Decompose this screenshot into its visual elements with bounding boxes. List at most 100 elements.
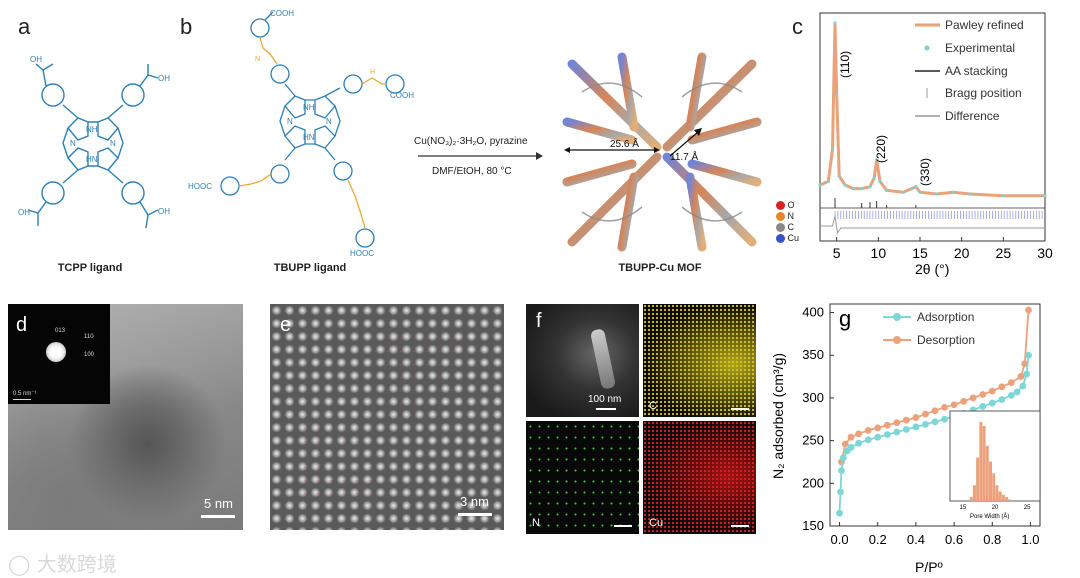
panel-letter-e: e: [280, 314, 292, 336]
peak-label-220: (220): [874, 135, 888, 163]
experimental-point: [878, 179, 882, 183]
reaction-arrow: [418, 152, 543, 160]
isotherm-point: [960, 397, 968, 405]
experimental-point: [935, 192, 939, 196]
pore-bar: [985, 445, 989, 501]
xrd-xtick: 20: [954, 245, 970, 261]
experimental-point: [851, 187, 855, 191]
isotherm-xtick: 0.8: [983, 532, 1001, 547]
legend-difference: Difference: [945, 109, 1000, 123]
isotherm-xtick: 0.2: [869, 532, 887, 547]
hrtem-scale-label: 3 nm: [460, 494, 489, 509]
atom-o: O: [776, 200, 799, 211]
tem-image: 013 110 100 0.5 nm⁻¹ d 5 nm: [8, 304, 243, 530]
peak-label-110: (110): [838, 51, 852, 78]
experimental-point: [875, 158, 879, 162]
pore-bar: [1001, 494, 1005, 501]
reaction-conditions-top: Cu(NO₃)₂·3H₂O, pyrazine: [414, 136, 528, 147]
cooh-label: COOH: [390, 91, 414, 100]
experimental-point: [968, 192, 972, 196]
hrtem-image: e 3 nm: [270, 304, 504, 530]
isotherm-point: [998, 383, 1006, 391]
isotherm-chart: 0.0 0.2 0.4 0.6 0.8 1.0 150 200 250 300 350 400 g A…: [770, 303, 1041, 575]
watermark: ◯ 大数跨境: [8, 552, 117, 576]
legend-experimental: Experimental: [945, 41, 1015, 55]
isotherm-point: [931, 407, 939, 415]
isotherm-point: [979, 403, 987, 410]
tem-scale-label: 5 nm: [204, 496, 233, 511]
isotherm-xtick: 0.6: [945, 532, 963, 547]
pore-bar: [1005, 497, 1009, 501]
experimental-point: [830, 147, 835, 151]
particle: [589, 328, 617, 390]
pore-bar: [995, 485, 999, 501]
difference-line: [820, 215, 1045, 235]
isotherm-point: [855, 439, 863, 447]
isotherm-xtick: 0.0: [831, 532, 849, 547]
pore-width-inset: 15 20 25 Pore Width (Å): [949, 410, 1041, 520]
n-label: N: [287, 117, 293, 126]
mof-structure: 25.6 Å 11.7 Å: [562, 52, 762, 252]
eds-map-n: N: [526, 421, 639, 534]
saed-inset: 013 110 100 0.5 nm⁻¹: [8, 304, 110, 404]
isotherm-ytick: 350: [802, 347, 824, 362]
pore-bar: [969, 497, 973, 501]
atom-cu: Cu: [776, 233, 799, 244]
pore-bar: [976, 457, 980, 501]
isotherm-xtick: 1.0: [1021, 532, 1039, 547]
isotherm-point: [847, 433, 855, 441]
inset-xlabel: Pore Width (Å): [970, 513, 1009, 520]
isotherm-point: [902, 426, 910, 433]
eds-label-cu: Cu: [649, 517, 664, 529]
inset-xtick: 15: [960, 505, 967, 511]
cooh-label: OH: [18, 208, 30, 217]
eds-scale-bar: [731, 408, 749, 410]
eds-map-c: C: [643, 304, 756, 417]
hooc-label: HOOC: [188, 182, 212, 191]
xrd-xlabel: 2θ (°): [915, 261, 949, 277]
saed-scale-bar: [13, 399, 31, 400]
atom-legend: O N C Cu: [776, 200, 799, 244]
nh-label: NH: [86, 125, 98, 134]
panel-letter-c: c: [792, 14, 803, 39]
urea-n-label: N: [255, 56, 260, 63]
isotherm-point: [979, 391, 987, 398]
experimental-point: [910, 187, 914, 191]
atom-n: N: [776, 211, 799, 222]
isotherm-point: [1025, 306, 1032, 314]
watermark-logo-icon: ◯: [8, 552, 31, 576]
cooh-label: OH: [158, 207, 170, 216]
isotherm-point: [883, 431, 891, 439]
isotherm-point: [874, 433, 882, 441]
experimental-point: [835, 93, 839, 97]
isotherm-point: [922, 410, 929, 418]
isotherm-point: [864, 436, 872, 444]
isotherm-point: [931, 418, 939, 426]
isotherm-point: [837, 488, 844, 496]
isotherm-point: [864, 426, 872, 434]
isotherm-point: [1007, 379, 1015, 386]
eds-haadf: f 100 nm: [526, 304, 639, 417]
tem-scale-bar: [201, 515, 235, 518]
experimental-point: [951, 190, 955, 194]
isotherm-point: [950, 401, 958, 409]
tcpp-caption: TCPP ligand: [57, 262, 123, 274]
isotherm-point: [839, 454, 847, 462]
isotherm-point: [912, 423, 920, 431]
pore-bar: [989, 461, 992, 501]
legend-pawley: Pawley refined: [945, 18, 1024, 32]
saed-center-spot: [46, 342, 66, 362]
pore-bar: [982, 425, 986, 501]
xrd-xtick: 25: [996, 245, 1012, 261]
isotherm-point: [1013, 388, 1021, 396]
experimental-point: [837, 174, 841, 178]
isotherm-point: [1023, 370, 1031, 378]
eds-label-n: N: [532, 517, 540, 529]
inset-xtick: 25: [1024, 505, 1031, 511]
isotherm-ytick: 400: [802, 305, 824, 320]
isotherm-legend: Adsorption Desorption: [883, 310, 975, 347]
isotherm-point: [1017, 373, 1025, 380]
xrd-chart: 5 10 15 20 25 30 Pawley refined Experimental …: [818, 12, 1053, 277]
xrd-xtick: 15: [912, 245, 928, 261]
cooh-label: OH: [158, 74, 170, 83]
